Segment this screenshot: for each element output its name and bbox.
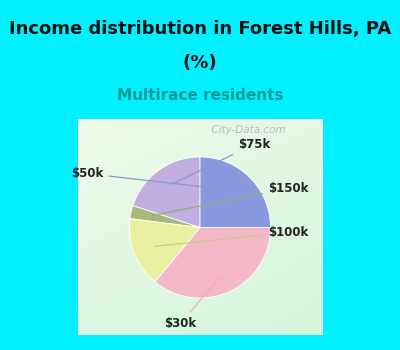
Text: $100k: $100k [154, 226, 308, 246]
Wedge shape [130, 219, 200, 282]
Text: $30k: $30k [164, 276, 220, 330]
Text: $50k: $50k [71, 167, 234, 190]
Wedge shape [133, 157, 200, 228]
Wedge shape [155, 228, 270, 298]
Wedge shape [200, 157, 270, 228]
Text: (%): (%) [183, 54, 217, 72]
Wedge shape [130, 206, 200, 228]
Text: $150k: $150k [152, 182, 308, 216]
Text: Multirace residents: Multirace residents [117, 88, 283, 103]
Text: City-Data.com: City-Data.com [205, 125, 286, 135]
Text: $75k: $75k [172, 138, 270, 184]
Text: Income distribution in Forest Hills, PA: Income distribution in Forest Hills, PA [9, 20, 391, 38]
